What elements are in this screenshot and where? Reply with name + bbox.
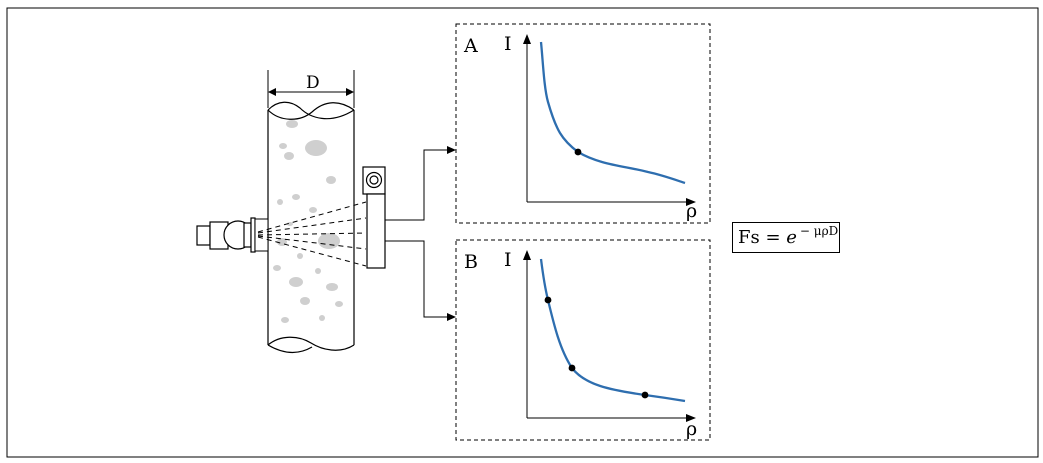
panel-a: A I ρ [455,23,711,224]
grain [305,140,327,156]
panel-b-y-axis-label: I [504,249,512,271]
radiation-source-icon [196,217,269,253]
grain [287,222,293,226]
bulk-grains [273,120,343,323]
grain [277,199,283,205]
panel-b-frame [455,239,711,441]
panel-a-curve [539,41,686,185]
grain [292,194,300,200]
pipe-top-break [267,101,355,120]
panel-b-point-2 [568,364,576,372]
grain [309,207,317,213]
dimension-arrow-right-icon [346,88,354,96]
panel-a-x-axis-label: ρ [686,200,697,222]
grain [318,233,340,249]
panel-b-x-arrow-icon [686,414,696,422]
grain [289,277,303,287]
grain [297,253,303,259]
panel-b: B I ρ [455,239,711,441]
grain [335,301,343,307]
grain [286,120,298,128]
grain [300,297,310,305]
panel-a-label: A [463,35,478,57]
detector-icon [362,166,386,269]
width-label: D [306,73,320,93]
pipe-bottom-break [267,336,355,351]
outer-frame [6,7,1039,458]
radiation-beams [257,201,367,267]
dimension-arrow-left-icon [268,88,276,96]
panel-a-frame [455,23,711,224]
pipe [267,101,355,353]
attenuation-formula: Fs = e − μρD [732,222,840,253]
width-dimension: D [267,70,355,108]
panel-b-point-1 [544,296,552,304]
signal-arrows [385,146,456,321]
grain [281,317,289,323]
grain [326,176,336,184]
panel-a-y-arrow-icon [523,34,531,44]
panel-b-point-3 [641,391,649,399]
formula-base: e [786,227,797,248]
panel-b-curve [539,258,686,403]
panel-a-point [574,148,582,156]
grain [315,268,321,274]
panel-b-x-axis-label: ρ [686,418,697,440]
panel-a-x-arrow-icon [686,198,696,206]
arrow-to-panel-b-icon [447,313,456,321]
grain [273,265,281,271]
panel-b-label: B [464,251,478,273]
panel-a-y-axis-label: I [504,33,512,55]
grain [284,152,294,160]
panel-b-y-arrow-icon [523,250,531,260]
arrow-to-panel-a-icon [447,146,456,154]
grain [279,143,287,149]
formula-lhs: Fs = [738,227,787,248]
grain [319,315,325,321]
formula-exponent: − μρD [799,224,839,238]
grain [326,283,338,291]
